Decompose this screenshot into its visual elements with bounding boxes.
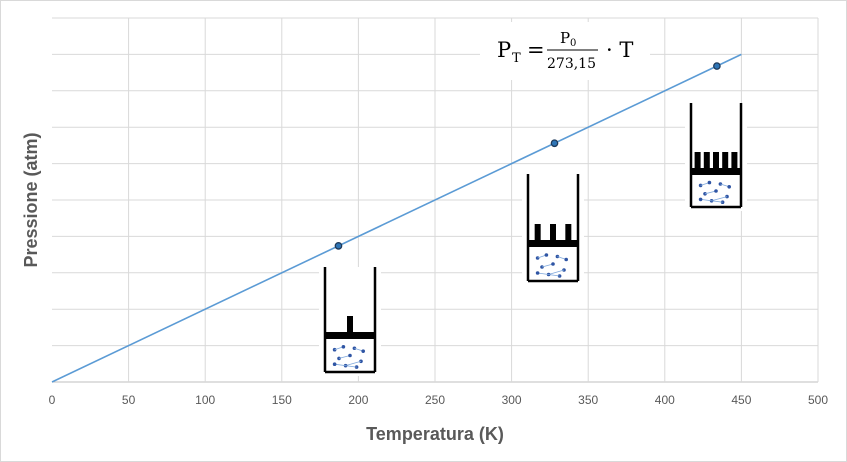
x-tick-label: 400	[655, 393, 675, 407]
eq-num-sub: 0	[570, 38, 576, 49]
piston	[691, 168, 741, 175]
gas-path	[700, 199, 723, 203]
weight	[694, 152, 701, 168]
piston-cylinder	[319, 267, 381, 376]
gas-path	[537, 272, 560, 277]
x-tick-label: 450	[731, 393, 751, 407]
x-axis-title: Temperatura (K)	[366, 424, 504, 444]
gas-molecule	[361, 349, 366, 353]
equation: P T = P 0 273,15 · T	[480, 22, 650, 80]
gas-molecule	[337, 356, 341, 361]
eq-num: P	[560, 29, 570, 47]
x-tick-label: 100	[195, 393, 215, 407]
weight	[713, 152, 719, 168]
series-line	[51, 53, 742, 383]
weight	[722, 152, 729, 168]
gas-molecule	[707, 180, 712, 185]
gas-molecule	[354, 365, 359, 369]
gas-molecule	[551, 262, 555, 266]
eq-equals: =	[527, 38, 545, 62]
x-tick-label: 50	[122, 393, 136, 407]
x-tick-label: 300	[502, 393, 522, 407]
piston	[528, 240, 578, 247]
eq-rhs: · T	[606, 38, 633, 62]
gas-path	[334, 363, 357, 368]
gas-molecule	[341, 345, 346, 349]
weight	[731, 152, 738, 168]
piston	[325, 332, 375, 339]
gas-molecule	[535, 271, 540, 275]
eq-lhs-sub: T	[512, 51, 521, 66]
y-axis-title: Pressione (atm)	[21, 132, 41, 267]
eq-den: 273,15	[547, 56, 596, 72]
x-tick-label: 150	[272, 393, 292, 407]
gas-path	[548, 269, 565, 275]
weight	[550, 224, 556, 240]
gas-molecule	[332, 362, 337, 367]
gas-path	[541, 263, 554, 268]
gas-molecule	[714, 189, 718, 193]
gas-molecule	[544, 253, 549, 257]
x-tick-label: 0	[49, 393, 56, 407]
x-tick-label: 200	[348, 393, 368, 407]
gas-molecule	[727, 185, 731, 189]
x-tick-label: 350	[578, 393, 598, 407]
gas-molecule	[698, 197, 703, 202]
weight	[565, 224, 572, 240]
x-tick-label: 500	[808, 393, 828, 407]
gas-path	[345, 360, 362, 367]
weight	[703, 152, 710, 168]
data-point	[334, 242, 343, 250]
gas-path	[704, 190, 717, 195]
gas-molecule	[348, 353, 352, 358]
gas-molecule	[564, 257, 568, 262]
data-point	[713, 62, 721, 70]
piston-cylinder	[522, 174, 584, 285]
eq-lhs: P	[497, 38, 511, 62]
gas-path	[338, 355, 351, 359]
x-tick-label: 250	[425, 393, 445, 407]
weight	[534, 224, 541, 240]
piston-cylinder	[685, 103, 747, 211]
weight	[347, 316, 353, 332]
data-point	[550, 139, 559, 148]
gas-path	[711, 196, 728, 202]
